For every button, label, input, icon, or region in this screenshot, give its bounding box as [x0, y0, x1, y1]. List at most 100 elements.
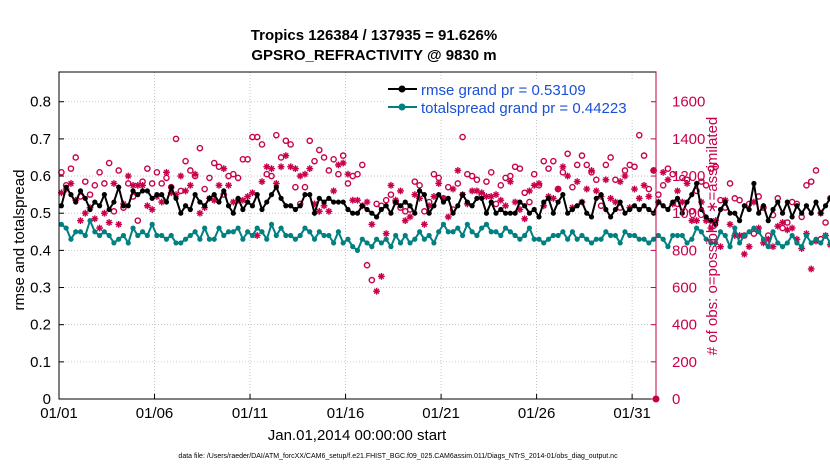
- totalspread-point: [288, 232, 294, 239]
- obs-possible-point: [387, 191, 395, 198]
- rmse-point: [426, 210, 432, 216]
- obs-possible-point: [144, 165, 151, 172]
- totalspread-point: [636, 236, 642, 242]
- totalspread-point: [679, 232, 685, 239]
- rmse-point: [135, 192, 141, 198]
- obs-assimilated-point: [115, 220, 123, 228]
- obs-assimilated-point: [325, 207, 333, 215]
- rmse-point: [770, 206, 776, 213]
- rmse-point: [369, 210, 375, 216]
- y-tick-label: 0.2: [30, 317, 51, 334]
- rmse-point: [63, 184, 69, 190]
- rmse-point: [120, 203, 127, 209]
- y2-tick-label: 0: [672, 391, 680, 408]
- rmse-point: [732, 210, 738, 216]
- totalspread-point: [63, 225, 69, 231]
- obs-assimilated-point: [650, 167, 658, 174]
- rmse-point: [249, 203, 256, 209]
- rmse-point: [206, 195, 213, 201]
- obs-possible-point: [688, 208, 696, 215]
- obs-possible-point: [86, 191, 94, 198]
- obs-possible-point: [454, 180, 462, 187]
- totalspread-point: [111, 240, 117, 246]
- rmse-point: [717, 206, 724, 213]
- obs-assimilated-point: [344, 170, 352, 178]
- rmse-point: [245, 199, 251, 205]
- rmse-point: [713, 221, 719, 227]
- totalspread-point: [402, 232, 408, 239]
- rmse-point: [545, 195, 552, 201]
- totalspread-point: [283, 232, 289, 239]
- totalspread-point: [502, 225, 509, 231]
- rmse-point: [517, 199, 523, 205]
- totalspread-point: [732, 225, 738, 231]
- totalspread-point: [163, 236, 170, 242]
- obs-assimilated-point: [554, 185, 562, 193]
- obs-assimilated-point: [124, 172, 132, 180]
- rmse-point: [278, 195, 284, 201]
- rmse-point: [483, 210, 490, 216]
- obs-assimilated-point: [411, 191, 419, 199]
- totalspread-point: [674, 232, 681, 239]
- totalspread-point: [116, 236, 122, 242]
- legend-spread-marker: [398, 103, 406, 111]
- totalspread-point: [374, 236, 380, 242]
- rmse-point: [106, 206, 112, 213]
- totalspread-point: [622, 229, 628, 235]
- rmse-point: [789, 214, 795, 220]
- rmse-point: [163, 199, 170, 205]
- totalspread-point: [536, 236, 542, 242]
- obs-possible-point: [659, 182, 667, 189]
- totalspread-point: [464, 221, 470, 227]
- obs-assimilated-point: [354, 196, 361, 204]
- y-tick-label: 0.6: [30, 168, 51, 185]
- totalspread-point: [493, 229, 499, 235]
- totalspread-point: [784, 240, 790, 246]
- obs-possible-point: [526, 198, 533, 206]
- rmse-point: [670, 199, 676, 205]
- obs-assimilated-point: [745, 243, 753, 251]
- totalspread-point: [73, 229, 79, 235]
- totalspread-point: [531, 236, 537, 242]
- x-tick-label: 01/06: [136, 405, 174, 422]
- totalspread-point: [397, 240, 404, 246]
- totalspread-point: [249, 232, 256, 239]
- obs-possible-point: [655, 191, 662, 198]
- rmse-point: [751, 180, 757, 187]
- totalspread-point: [436, 229, 442, 235]
- rmse-point: [416, 188, 423, 194]
- totalspread-point: [440, 221, 447, 227]
- rmse-point: [636, 206, 642, 213]
- x-tick-label: 01/16: [327, 405, 365, 422]
- y2-tick-label: 1600: [672, 94, 705, 111]
- chart-subtitle: GPSRO_REFRACTIVITY @ 9830 m: [251, 47, 496, 64]
- obs-assimilated-point: [163, 168, 170, 176]
- totalspread-point: [130, 225, 136, 231]
- totalspread-point: [526, 225, 533, 231]
- rmse-point: [359, 203, 365, 209]
- obs-possible-point: [273, 131, 280, 139]
- rmse-point: [307, 192, 313, 198]
- obs-assimilated-point: [693, 217, 700, 225]
- obs-possible-point: [306, 137, 314, 145]
- totalspread-point: [779, 244, 786, 250]
- obs-possible-point: [569, 183, 576, 191]
- obs-possible-point: [645, 185, 653, 193]
- totalspread-point: [746, 229, 752, 235]
- rmse-point: [799, 210, 805, 216]
- rmse-point: [526, 210, 533, 216]
- obs-assimilated-point: [292, 165, 299, 173]
- obs-possible-point: [292, 183, 299, 191]
- rmse-point: [459, 192, 466, 198]
- obs-assimilated-point: [769, 243, 777, 251]
- obs-possible-point: [358, 161, 366, 169]
- obs-assimilated-point: [559, 163, 567, 171]
- totalspread-point: [593, 236, 599, 242]
- totalspread-point: [393, 232, 399, 239]
- rmse-point: [775, 199, 781, 205]
- obs-assimilated-point: [659, 168, 667, 176]
- obs-assimilated-point: [592, 187, 600, 195]
- obs-assimilated-point: [564, 172, 572, 180]
- obs-assimilated-point: [306, 165, 314, 173]
- rmse-point: [574, 203, 580, 209]
